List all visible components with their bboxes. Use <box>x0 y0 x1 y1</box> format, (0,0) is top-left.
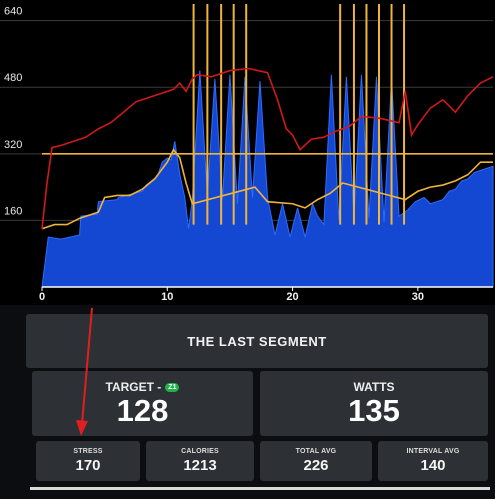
stress-label: STRESS <box>73 448 103 455</box>
target-value: 128 <box>116 393 169 428</box>
total-avg-tile: TOTAL AVG 226 <box>260 441 372 481</box>
bottom-divider <box>30 487 490 490</box>
target-tile: TARGET - Z1 128 <box>32 371 253 436</box>
power-area <box>41 70 494 288</box>
calories-value: 1213 <box>183 457 217 474</box>
zone-badge: Z1 <box>165 382 180 392</box>
heart-rate-line <box>41 67 494 229</box>
x-tick-label: 10 <box>161 291 173 303</box>
stress-value: 170 <box>75 457 101 474</box>
segment-title-bar: THE LAST SEGMENT <box>26 314 488 368</box>
segment-title: THE LAST SEGMENT <box>187 333 327 349</box>
x-tick-label: 30 <box>412 291 424 303</box>
y-tick-label: 160 <box>4 205 22 217</box>
stress-tile: STRESS 170 <box>36 441 140 481</box>
calories-tile: CALORIES 1213 <box>146 441 254 481</box>
watts-value: 135 <box>348 393 400 428</box>
cadence-line <box>41 148 493 230</box>
interval-avg-label: INTERVAL AVG <box>406 448 460 455</box>
total-avg-value: 226 <box>303 457 329 474</box>
power-chart: 160 320 480 640 0 10 20 30 <box>0 0 495 305</box>
y-tick-label: 480 <box>4 72 22 84</box>
target-label: TARGET - <box>105 380 162 394</box>
y-tick-label: 320 <box>4 139 22 151</box>
calories-label: CALORIES <box>181 448 219 455</box>
watts-label: WATTS <box>353 380 395 394</box>
y-tick-label: 640 <box>4 6 22 18</box>
x-tick-label: 20 <box>286 291 298 303</box>
total-avg-label: TOTAL AVG <box>295 448 337 455</box>
x-tick-label: 0 <box>39 291 45 303</box>
interval-avg-value: 140 <box>420 457 446 474</box>
watts-tile: WATTS 135 <box>260 371 488 436</box>
interval-avg-tile: INTERVAL AVG 140 <box>378 441 488 481</box>
target-label-row: TARGET - Z1 <box>106 380 180 394</box>
